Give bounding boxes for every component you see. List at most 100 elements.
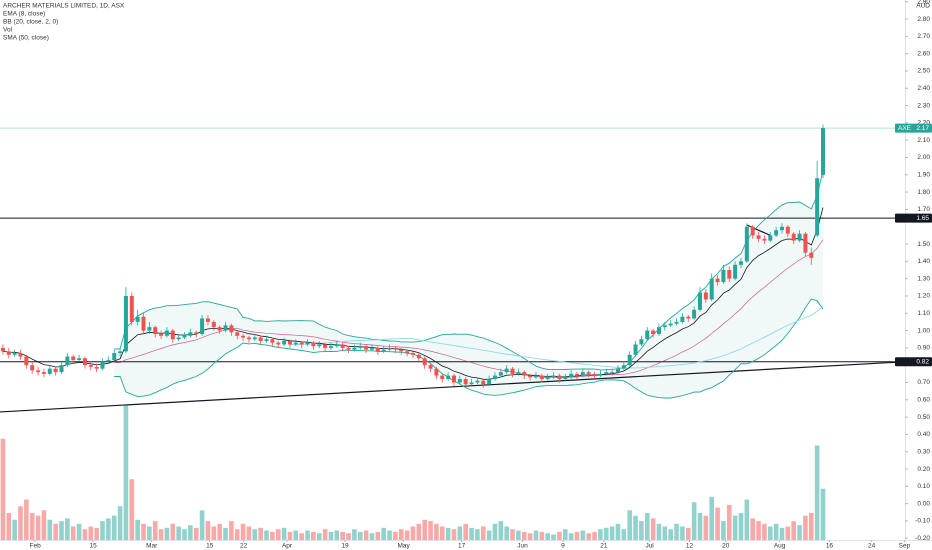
x-tick-label: Feb (30, 543, 42, 550)
candle-body (141, 316, 146, 331)
volume-bar (404, 530, 410, 540)
candle-body (703, 292, 708, 300)
candle-body (779, 226, 784, 231)
candle-body (574, 373, 579, 376)
candle-body (422, 358, 427, 366)
candle-body (498, 372, 503, 376)
volume-bar (627, 510, 632, 540)
candle-body (135, 316, 140, 322)
candle-body (258, 337, 263, 341)
candle-body (416, 354, 421, 359)
volume-bar (393, 531, 398, 540)
volume-bar (141, 523, 146, 540)
price-tag-label: 1.65 (916, 215, 929, 222)
volume-bar (633, 515, 638, 540)
y-tick-label: 2.40 (917, 85, 930, 92)
candle-body (428, 365, 433, 369)
candle-body (246, 337, 251, 340)
candle-body (510, 368, 515, 374)
candle-body (328, 346, 333, 348)
candle-body (188, 332, 193, 336)
candle-body (358, 346, 363, 348)
candle-body (270, 339, 275, 343)
volume-bar (820, 488, 826, 540)
volume-bar (609, 526, 615, 540)
x-tick-label: 19 (341, 543, 349, 550)
volume-bar (480, 526, 486, 540)
volume-bar (275, 529, 281, 540)
candle-body (709, 278, 714, 300)
y-tick-label: 1.40 (917, 258, 930, 265)
candle-body (299, 342, 304, 345)
x-tick-label: Mar (146, 543, 158, 550)
volume-bar (756, 521, 761, 540)
candle-body (311, 342, 316, 347)
volume-bar (193, 527, 199, 540)
candle-body (586, 372, 591, 374)
volume-bar (316, 533, 322, 540)
candle-body (768, 235, 773, 241)
candle-body (557, 375, 562, 380)
x-tick-label: 16 (826, 543, 834, 550)
volume-bar (398, 529, 404, 540)
volume-bar (24, 499, 29, 540)
candle-body (481, 380, 486, 385)
volume-bar (416, 523, 422, 540)
candle-body (164, 330, 169, 336)
candle-body (170, 330, 175, 340)
x-tick-label: Apr (282, 543, 293, 550)
candle-body (451, 375, 456, 383)
candle-body (797, 233, 802, 241)
candle-body (756, 235, 761, 239)
volume-bar (94, 527, 99, 540)
candle-body (153, 327, 158, 335)
volume-bar (779, 527, 785, 540)
volume-bar (703, 515, 709, 540)
volume-bar (668, 529, 673, 540)
candle-body (610, 372, 615, 373)
volume-bar (562, 529, 568, 540)
volume-bar (516, 530, 521, 540)
volume-bar (211, 526, 217, 540)
y-tick-label: 1.90 (917, 172, 930, 179)
y-tick-label: 0.00 (917, 500, 930, 507)
candle-body (750, 226, 755, 236)
volume-bar (521, 531, 527, 540)
candle-body (645, 330, 650, 340)
price-tag (895, 357, 932, 367)
volume-bar (557, 531, 562, 540)
volume-bar (726, 504, 732, 540)
volume-bar (29, 513, 35, 540)
y-tick-label: 2.60 (917, 50, 930, 57)
y-tick-label: 2.00 (917, 154, 930, 161)
y-tick-label: 2.20 (917, 120, 930, 127)
volume-bar (176, 526, 181, 540)
candle-body (774, 230, 779, 236)
candle-body (662, 325, 667, 328)
candle-body (71, 356, 76, 360)
volume-bar (0, 438, 6, 540)
candle-body (182, 335, 187, 338)
candle-body (0, 347, 5, 352)
volume-bar (363, 530, 369, 540)
y-tick-label: 2.50 (917, 68, 930, 75)
candle-body (815, 178, 820, 236)
volume-bar (12, 519, 17, 540)
x-tick-label: Jun (517, 543, 528, 550)
volume-bar (164, 527, 170, 540)
candle-body (287, 340, 292, 345)
candle-body (651, 330, 656, 335)
y-tick-label: 1.30 (917, 275, 930, 282)
volume-bar (129, 479, 135, 540)
currency-label: AUD (916, 3, 930, 10)
candle-body (405, 351, 410, 354)
volume-bar (328, 531, 334, 540)
y-tick-label: 1.10 (917, 310, 930, 317)
volume-bar (527, 533, 533, 540)
candle-body (809, 252, 814, 258)
volume-bar (6, 513, 12, 540)
volume-bar (346, 533, 351, 540)
volume-bar (252, 529, 258, 540)
volume-bar (100, 521, 105, 540)
